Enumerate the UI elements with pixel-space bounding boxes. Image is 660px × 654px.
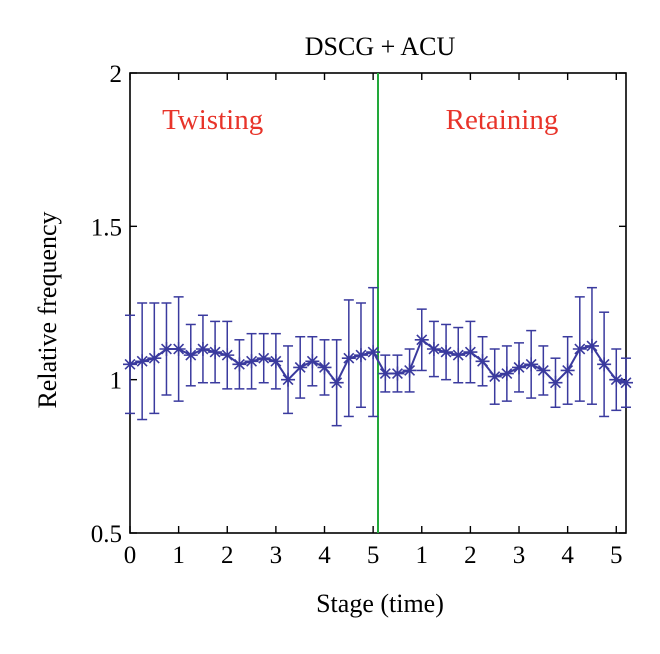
y-tick-label: 1.5: [91, 214, 122, 241]
data-point-marker: [536, 363, 551, 378]
x-tick-label: 4: [318, 542, 331, 569]
data-point-marker: [609, 372, 624, 387]
data-point-marker: [524, 357, 539, 372]
data-point-marker: [426, 342, 441, 356]
data-point-marker: [414, 332, 429, 347]
data-point-marker: [123, 357, 137, 372]
data-point-marker: [281, 372, 296, 387]
data-point-marker: [402, 363, 417, 378]
data-point-marker: [584, 338, 599, 353]
plot-area: 0.5 1 1.5 2 0 1 2 3 4 5 1 2 3 4 5 Twisting Retaining: [91, 61, 633, 569]
x-axis-title: Stage (time): [316, 589, 444, 618]
data-point-marker: [487, 369, 502, 384]
data-point-marker: [244, 354, 259, 369]
data-point-marker: [451, 348, 466, 363]
data-point-marker: [147, 351, 162, 366]
data-point-marker: [512, 360, 527, 375]
annotation-label: Twisting: [162, 104, 263, 136]
data-point-marker: [232, 357, 247, 372]
data-point-marker: [548, 375, 563, 390]
data-point-marker: [463, 345, 478, 360]
x-tick-label: 5: [610, 542, 623, 569]
data-point-marker: [560, 363, 575, 378]
data-point-marker: [135, 354, 150, 369]
x-tick-label: 3: [513, 542, 526, 569]
data-point-marker: [353, 348, 368, 363]
data-point-marker: [439, 345, 454, 360]
y-axis-title: Relative frequency: [33, 211, 62, 408]
x-tick-label: 3: [270, 542, 283, 569]
data-point-marker: [390, 366, 405, 381]
data-point-marker: [619, 375, 633, 390]
data-point-marker: [159, 342, 174, 356]
data-point-marker: [378, 366, 393, 381]
data-point-marker: [499, 366, 514, 381]
data-point-marker: [208, 345, 223, 360]
data-point-marker: [171, 342, 186, 356]
y-tick-label: 0.5: [91, 521, 122, 548]
data-point-marker: [341, 351, 356, 366]
data-point-marker: [305, 354, 320, 369]
data-point-marker: [572, 342, 587, 356]
data-point-marker: [195, 342, 210, 356]
x-tick-label: 1: [416, 542, 429, 569]
annotation-label: Retaining: [446, 104, 559, 136]
data-point-marker: [317, 360, 332, 375]
data-point-marker: [183, 348, 198, 363]
data-point-marker: [256, 351, 271, 366]
y-tick-label: 2: [110, 61, 123, 88]
x-tick-label: 1: [172, 542, 185, 569]
data-point-marker: [268, 354, 283, 369]
data-point-marker: [475, 354, 490, 369]
x-tick-label: 2: [221, 542, 234, 569]
x-tick-label: 5: [367, 542, 380, 569]
data-point-marker: [366, 345, 381, 360]
data-point-marker: [220, 348, 235, 363]
x-tick-label: 2: [464, 542, 477, 569]
x-tick-label: 0: [124, 542, 137, 569]
chart-title: DSCG + ACU: [305, 32, 456, 61]
data-point-marker: [329, 375, 344, 390]
data-point-marker: [597, 357, 612, 372]
data-point-marker: [293, 360, 308, 375]
y-tick-label: 1: [110, 368, 123, 395]
x-tick-label: 4: [561, 542, 574, 569]
